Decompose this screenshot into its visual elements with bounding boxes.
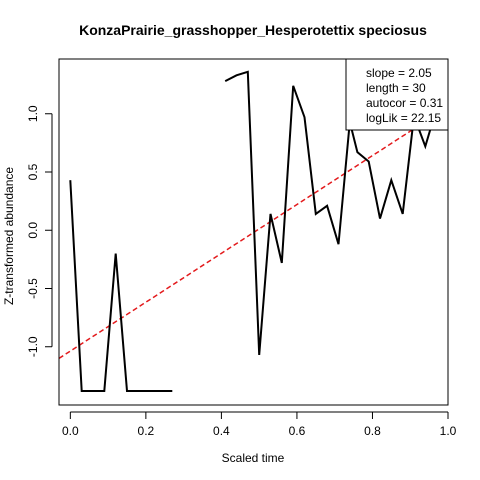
x-tick-label: 0.8 bbox=[364, 424, 381, 438]
y-axis: -1.0 -0.5 0.0 0.5 1.0 bbox=[26, 105, 53, 357]
legend-frame bbox=[345, 58, 449, 131]
y-tick-label: 0.5 bbox=[26, 163, 40, 180]
series-line-segment-1 bbox=[69, 180, 173, 392]
legend-entry: length = 30 bbox=[366, 81, 426, 95]
plot-area bbox=[59, 70, 448, 392]
x-tick-label: 0.4 bbox=[213, 424, 230, 438]
y-tick-label: 1.0 bbox=[26, 105, 40, 122]
legend-entry: autocor = 0.31 bbox=[366, 96, 443, 110]
x-tick-label: 0.0 bbox=[62, 424, 79, 438]
y-tick-label: 0.0 bbox=[26, 222, 40, 239]
y-axis-label: Z-transformed abundance bbox=[2, 167, 16, 305]
legend-entry: slope = 2.05 bbox=[366, 66, 432, 80]
series-line-segment-2 bbox=[224, 70, 438, 355]
x-tick-label: 1.0 bbox=[440, 424, 457, 438]
x-tick-label: 0.2 bbox=[138, 424, 155, 438]
x-tick-label: 0.6 bbox=[289, 424, 306, 438]
y-tick-label: -0.5 bbox=[26, 278, 40, 299]
plot-frame bbox=[58, 58, 449, 406]
legend-entry: logLik = 22.15 bbox=[366, 111, 441, 125]
y-tick-label: -1.0 bbox=[26, 336, 40, 357]
x-axis: 0.0 0.2 0.4 0.6 0.8 1.0 bbox=[62, 411, 457, 438]
x-axis-label: Scaled time bbox=[222, 451, 285, 465]
chart-title: KonzaPrairie_grasshopper_Hesperotettix s… bbox=[79, 22, 427, 38]
trend-line bbox=[59, 106, 448, 360]
